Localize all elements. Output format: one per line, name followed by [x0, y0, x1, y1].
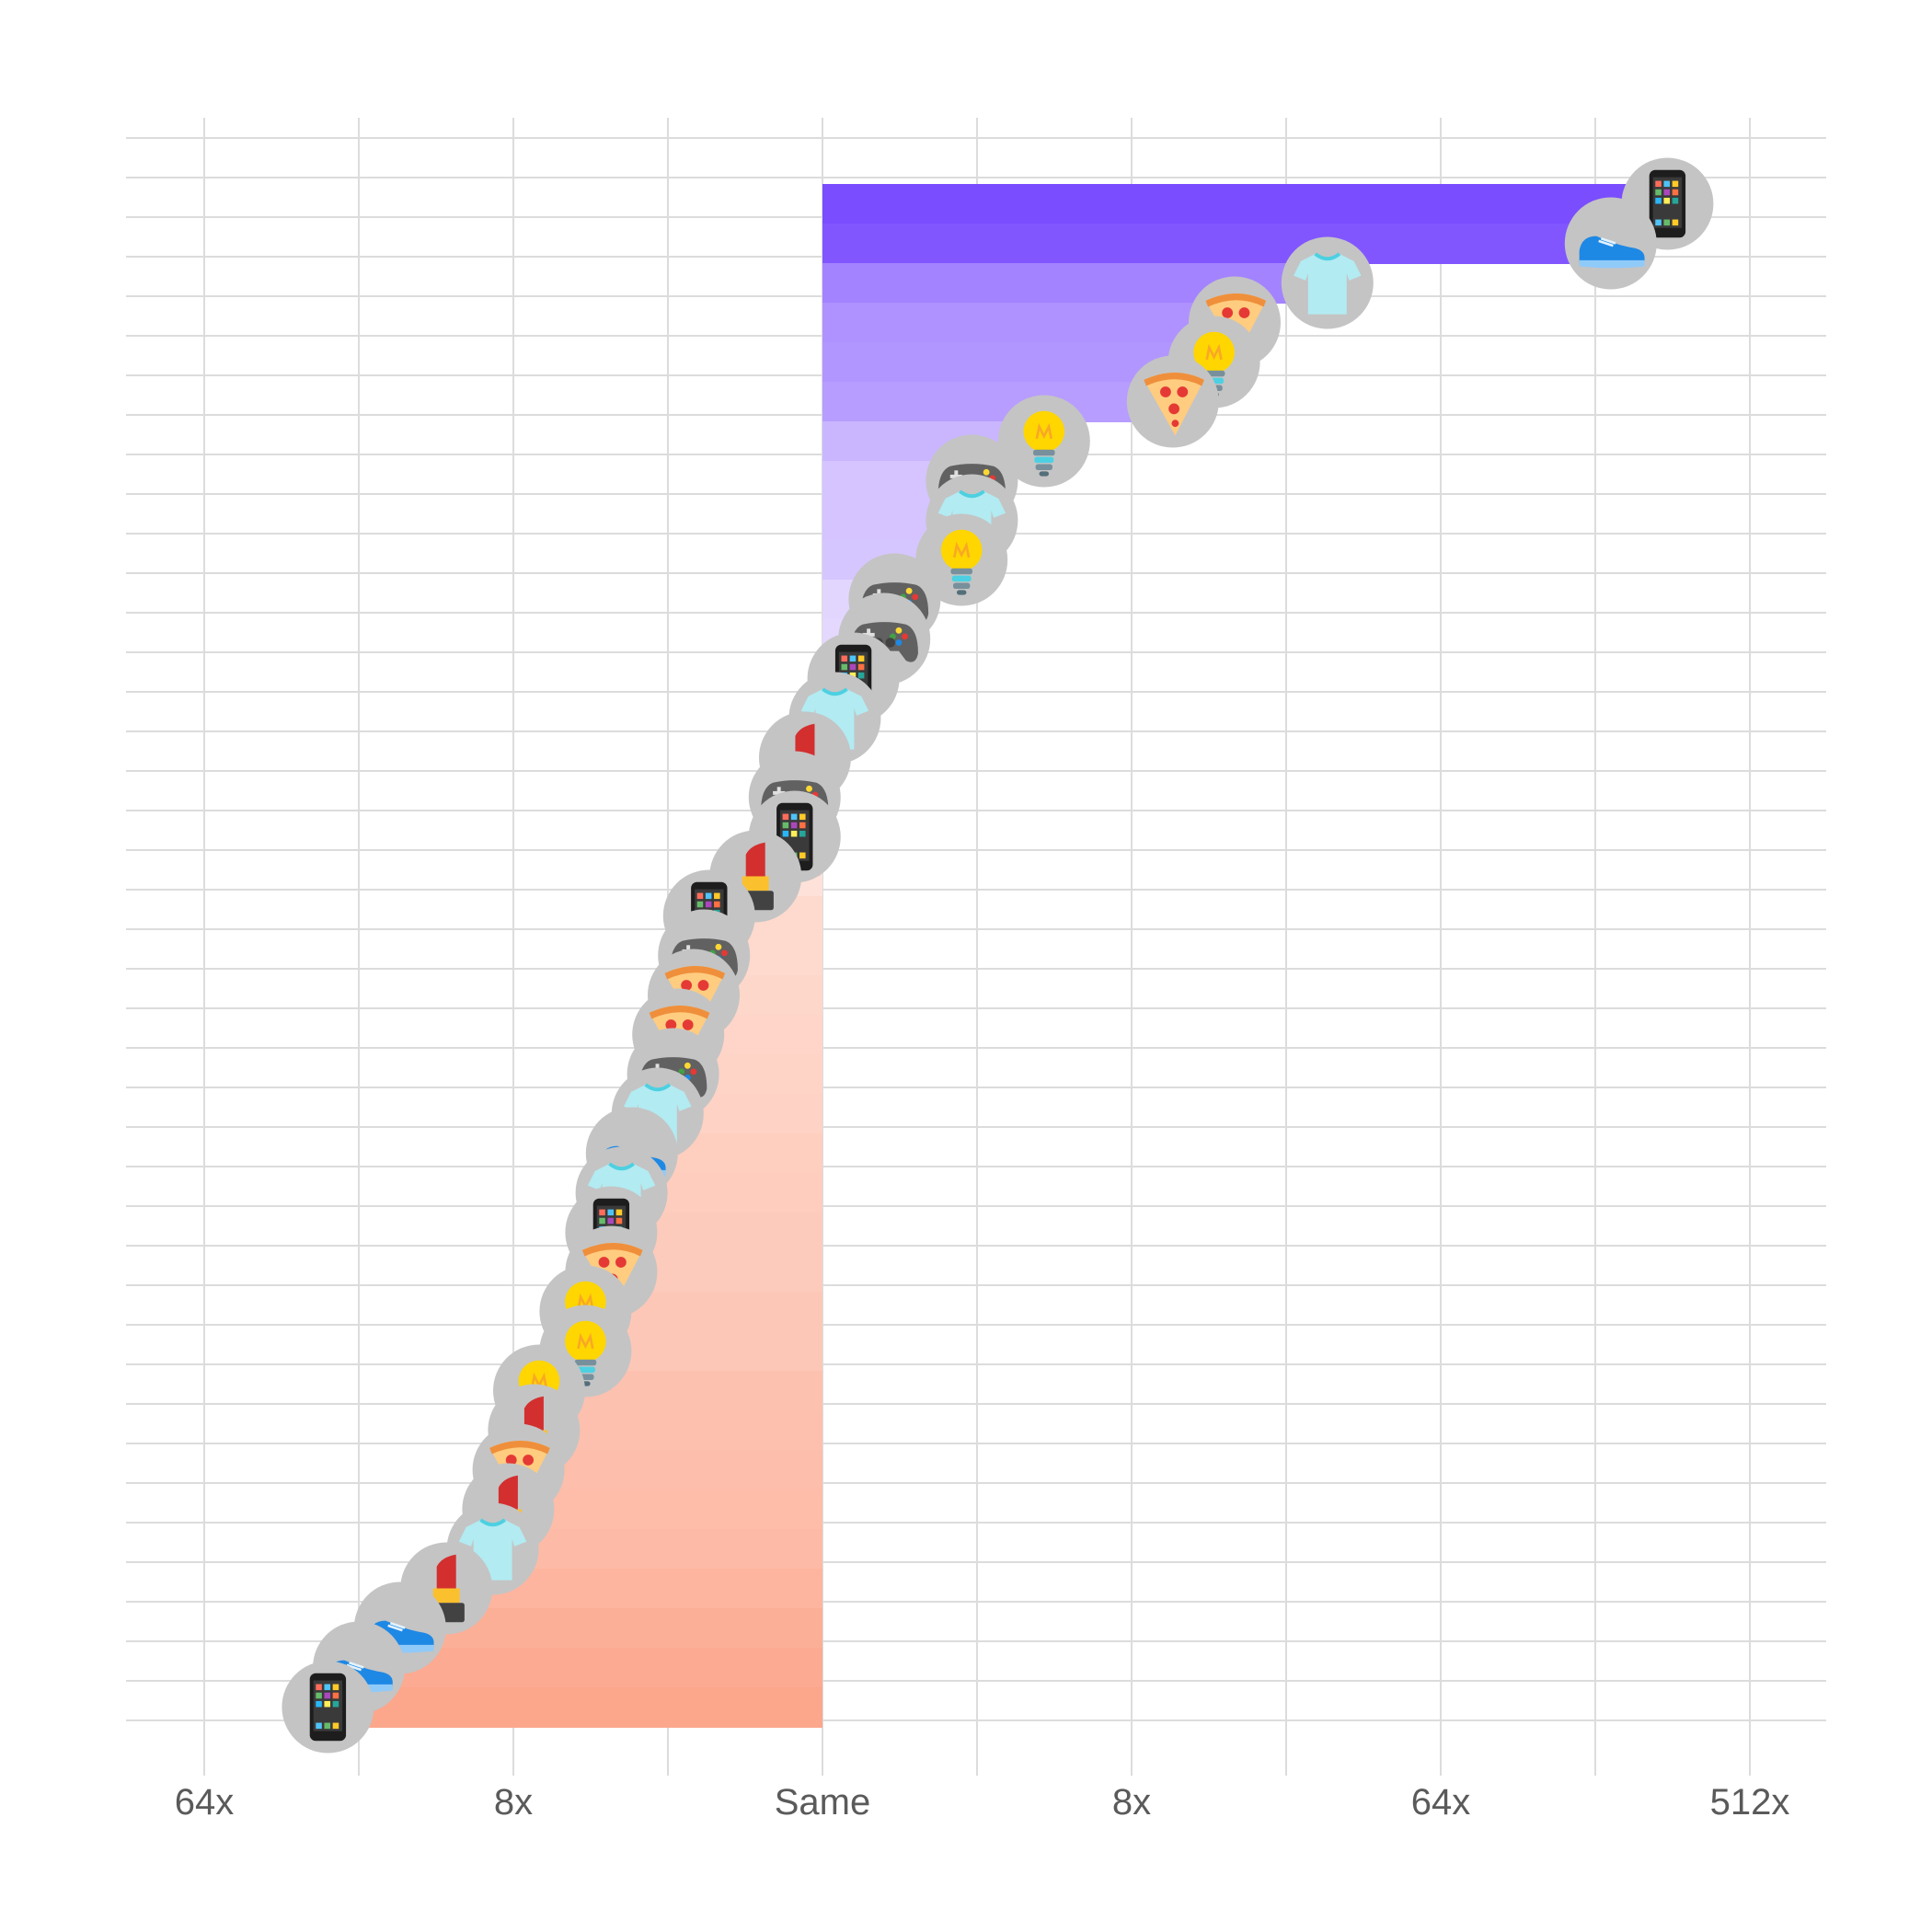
gridlines [126, 118, 1826, 1776]
bar [534, 1410, 822, 1451]
bar [328, 1687, 822, 1728]
data-point [1281, 236, 1374, 329]
bar [492, 1529, 822, 1570]
data-point [1564, 197, 1657, 290]
bar [508, 1489, 822, 1530]
bar [822, 224, 1611, 264]
x-tick-label: 64x [175, 1782, 235, 1823]
x-tick-label: Same [775, 1782, 871, 1823]
phone-icon [309, 1673, 347, 1742]
x-tick-label: 64x [1411, 1782, 1471, 1823]
phone-icon [1649, 169, 1686, 238]
data-point [997, 395, 1090, 488]
x-axis-tick-labels: 64x 8x Same 8x 64x 512x [175, 1782, 1790, 1823]
bar [822, 184, 1668, 224]
x-tick-label: 8x [494, 1782, 533, 1823]
data-point [915, 513, 1008, 606]
icon-markers [282, 157, 1714, 1754]
data-point [1126, 355, 1219, 448]
data-point [282, 1661, 374, 1754]
x-tick-label: 8x [1112, 1782, 1151, 1823]
x-tick-label: 512x [1710, 1782, 1790, 1823]
bar [822, 382, 1173, 422]
bar [822, 303, 1235, 343]
